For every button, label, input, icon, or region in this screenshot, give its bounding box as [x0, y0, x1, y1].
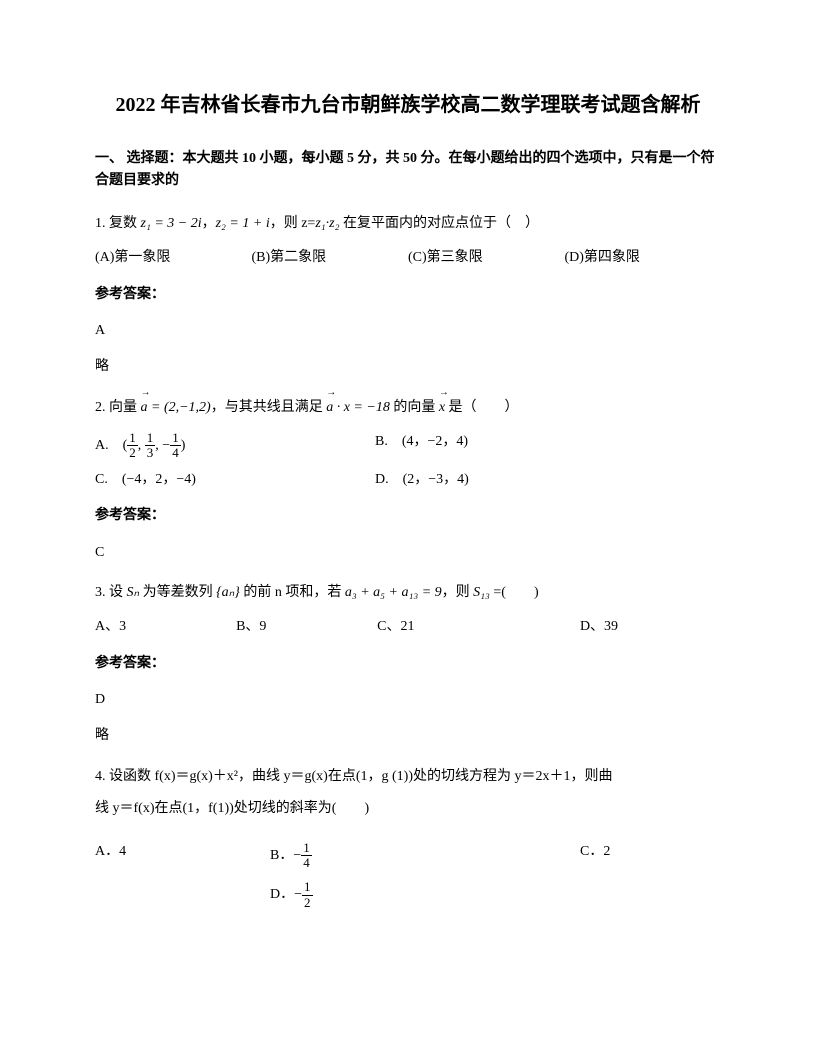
- q2-a-frac1: 12: [127, 431, 138, 461]
- q2-mid1: ，与其共线且满足: [211, 400, 327, 415]
- q2-a-f3n: 1: [170, 431, 181, 446]
- q4-option-b: B．−14: [270, 841, 580, 871]
- q4-d-den: 2: [302, 896, 313, 910]
- q2-dot: a · x = −18: [326, 397, 390, 419]
- q3-options: A、3 B、9 C、21 D、39: [95, 616, 721, 638]
- q2-a-f2n: 1: [145, 431, 156, 446]
- q3-seq: {aₙ}: [216, 585, 240, 600]
- q2-a-sep2: , −: [155, 438, 170, 453]
- exam-title: 2022 年吉林省长春市九台市朝鲜族学校高二数学理联考试题含解析: [95, 90, 721, 120]
- q3-option-d: D、39: [580, 616, 721, 638]
- q3-omit: 略: [95, 725, 721, 747]
- q2-a-frac2: 13: [145, 431, 156, 461]
- q3-sn: Sₙ: [127, 585, 140, 600]
- q2-a-f3d: 4: [170, 446, 181, 460]
- q1-answer-label: 参考答案：: [95, 284, 721, 306]
- q2-options: A. (12, 13, −14) B. (4，−2，4) C. (−4，2，−4…: [95, 431, 721, 491]
- question-2: 2. 向量 a = (2,−1,2)，与其共线且满足 a · x = −18 的…: [95, 397, 721, 564]
- q1-z2: z₂ = 1 + i: [216, 216, 270, 231]
- q1-option-a: (A)第一象限: [95, 247, 252, 269]
- question-1: 1. 复数 z₁ = 3 − 2i，z₂ = 1 + i，则 z=z₁·z₂ 在…: [95, 213, 721, 379]
- q4-line2: 线 y＝f(x)在点(1，f(1))处切线的斜率为( ): [95, 798, 721, 820]
- question-4: 4. 设函数 f(x)＝g(x)＋x²，曲线 y＝g(x)在点(1，g (1))…: [95, 766, 721, 910]
- q1-option-d: (D)第四象限: [565, 247, 722, 269]
- question-3: 3. 设 Sₙ 为等差数列 {aₙ} 的前 n 项和，若 a₃ + a₅ + a…: [95, 582, 721, 748]
- q1-z1: z₁ = 3 − 2i: [141, 216, 202, 231]
- q4-b-frac: 14: [301, 841, 312, 871]
- q2-option-b: B. (4，−2，4): [375, 431, 468, 461]
- q3-text: 3. 设 Sₙ 为等差数列 {aₙ} 的前 n 项和，若 a₃ + a₅ + a…: [95, 582, 721, 604]
- q3-s13: S₁₃: [473, 585, 490, 600]
- q2-option-c: C. (−4，2，−4): [95, 469, 375, 491]
- q3-option-a: A、3: [95, 616, 236, 638]
- q1-prod: z₁·z₂: [315, 216, 339, 231]
- q4-option-c: C．2: [580, 841, 610, 871]
- q2-a-f1d: 2: [127, 446, 138, 460]
- q2-a-pre: A. (: [95, 438, 127, 453]
- q1-pre: 1. 复数: [95, 216, 141, 231]
- q3-mid3: ，则: [442, 585, 474, 600]
- q4-line1: 4. 设函数 f(x)＝g(x)＋x²，曲线 y＝g(x)在点(1，g (1))…: [95, 766, 721, 788]
- q2-vec-x: x: [439, 397, 445, 419]
- q2-option-a: A. (12, 13, −14): [95, 431, 375, 461]
- q2-answer: C: [95, 542, 721, 564]
- q1-sep1: ，: [202, 216, 216, 231]
- q4-option-a: A．4: [95, 841, 270, 871]
- q1-omit: 略: [95, 356, 721, 378]
- q2-mid2: 的向量: [390, 400, 439, 415]
- q2-option-d: D. (2，−3，4): [375, 469, 469, 491]
- q1-option-b: (B)第二象限: [252, 247, 409, 269]
- q3-answer-label: 参考答案：: [95, 653, 721, 675]
- q3-answer: D: [95, 689, 721, 711]
- q2-text: 2. 向量 a = (2,−1,2)，与其共线且满足 a · x = −18 的…: [95, 397, 721, 419]
- q2-answer-label: 参考答案：: [95, 505, 721, 527]
- q1-text: 1. 复数 z₁ = 3 − 2i，z₂ = 1 + i，则 z=z₁·z₂ 在…: [95, 213, 721, 235]
- q3-option-b: B、9: [236, 616, 377, 638]
- q2-a-frac3: 14: [170, 431, 181, 461]
- q1-mid: ，则 z=: [270, 216, 316, 231]
- q4-options-row1: A．4 B．−14 C．2: [95, 841, 721, 871]
- q1-options: (A)第一象限 (B)第二象限 (C)第三象限 (D)第四象限: [95, 247, 721, 269]
- q3-mid1: 为等差数列: [139, 585, 216, 600]
- q4-options-row2: D．−12: [270, 880, 721, 910]
- q4-b-pre: B．−: [270, 848, 301, 863]
- q3-pre: 3. 设: [95, 585, 127, 600]
- q1-option-c: (C)第三象限: [408, 247, 565, 269]
- q1-answer: A: [95, 320, 721, 342]
- q2-a-f1n: 1: [127, 431, 138, 446]
- q4-b-den: 4: [301, 856, 312, 870]
- q2-a-sep1: ,: [138, 438, 145, 453]
- q4-b-num: 1: [301, 841, 312, 856]
- q2-a-f2d: 3: [145, 446, 156, 460]
- section-1-header: 一、 选择题：本大题共 10 小题，每小题 5 分，共 50 分。在每小题给出的…: [95, 148, 721, 193]
- q3-option-c: C、21: [377, 616, 580, 638]
- q2-pre: 2. 向量: [95, 400, 141, 415]
- q3-cond: a₃ + a₅ + a₁₃ = 9: [345, 585, 442, 600]
- q4-d-num: 1: [302, 880, 313, 895]
- q4-d-frac: 12: [302, 880, 313, 910]
- q2-vec-a: a = (2,−1,2): [141, 397, 211, 419]
- q3-mid2: 的前 n 项和，若: [240, 585, 345, 600]
- q3-post: =( ): [490, 585, 539, 600]
- q2-a-post: ): [181, 438, 186, 453]
- q2-post: 是（ ）: [445, 400, 519, 415]
- q4-d-pre: D．−: [270, 887, 302, 902]
- q1-post: 在复平面内的对应点位于（ ）: [339, 216, 539, 231]
